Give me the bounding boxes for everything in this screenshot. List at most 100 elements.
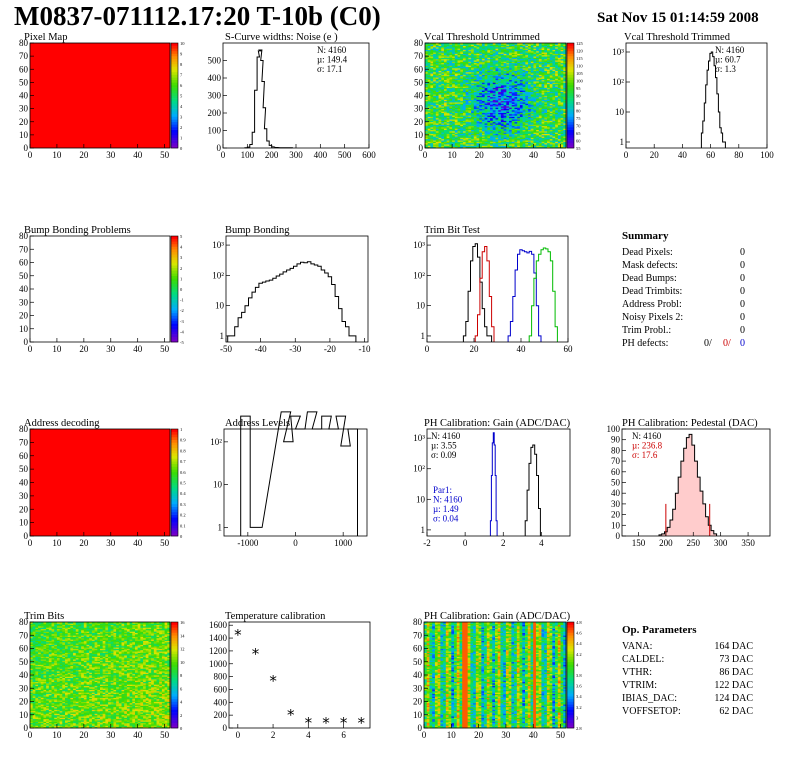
heatmap-cell bbox=[503, 128, 507, 131]
heatmap-cell bbox=[427, 146, 431, 149]
heatmap-cell bbox=[454, 71, 458, 74]
heatmap-cell bbox=[443, 127, 448, 129]
heatmap-cell bbox=[506, 130, 510, 133]
heatmap-cell bbox=[454, 52, 458, 54]
panel-title: Bump Bonding bbox=[225, 225, 290, 236]
heatmap-cell bbox=[465, 125, 469, 128]
heatmap-cell bbox=[503, 124, 507, 127]
heatmap-cell bbox=[443, 141, 448, 144]
heatmap-cell bbox=[460, 92, 464, 95]
heatmap-cell bbox=[471, 91, 475, 94]
heatmap-cell bbox=[435, 116, 439, 119]
heatmap-cell bbox=[446, 69, 450, 71]
heatmap-cell bbox=[514, 71, 518, 74]
x-tick-label: 500 bbox=[338, 150, 352, 160]
heatmap-cell bbox=[457, 134, 461, 137]
heatmap-cell bbox=[509, 109, 513, 112]
heatmap-cell bbox=[487, 103, 491, 106]
heatmap-cell bbox=[487, 44, 491, 47]
heatmap-cell bbox=[425, 69, 429, 71]
heatmap-cell bbox=[490, 142, 494, 145]
heatmap-cell bbox=[511, 109, 515, 112]
heatmap-cell bbox=[435, 46, 439, 49]
heatmap-cell bbox=[495, 57, 499, 60]
heatmap-cell bbox=[481, 83, 486, 86]
heatmap-cell bbox=[430, 49, 434, 52]
heatmap-cell bbox=[460, 116, 464, 119]
palette-step bbox=[171, 111, 178, 115]
heatmap-cell bbox=[435, 134, 439, 137]
palette-step bbox=[171, 286, 178, 290]
heatmap-cell bbox=[449, 73, 453, 75]
heatmap-cell bbox=[462, 112, 467, 115]
heatmap-cell bbox=[479, 133, 483, 136]
heatmap-cell bbox=[425, 119, 429, 121]
heatmap-cell bbox=[506, 75, 510, 78]
heatmap-cell bbox=[446, 108, 450, 111]
y-tick-label: 20 bbox=[414, 117, 424, 127]
heatmap-cell bbox=[517, 85, 521, 87]
heatmap-cell bbox=[441, 91, 445, 94]
heatmap-cell bbox=[473, 113, 477, 116]
heatmap-cell bbox=[506, 141, 510, 144]
palette-tick-label: 1 bbox=[180, 276, 182, 281]
heatmap-cell bbox=[460, 115, 464, 117]
heatmap-cell bbox=[427, 49, 431, 52]
heatmap-cell bbox=[452, 98, 456, 100]
heatmap-cell bbox=[457, 146, 461, 149]
heatmap-cell bbox=[492, 145, 496, 148]
heatmap-cell bbox=[500, 78, 505, 81]
heatmap-cell bbox=[484, 96, 488, 99]
heatmap-cell bbox=[441, 111, 445, 113]
palette-step bbox=[171, 291, 178, 295]
heatmap-cell bbox=[452, 130, 456, 133]
heatmap-cell bbox=[446, 64, 450, 66]
heatmap-cell bbox=[479, 98, 483, 100]
heatmap-cell bbox=[492, 70, 496, 73]
heatmap-cell bbox=[468, 111, 472, 113]
heatmap-cell bbox=[471, 87, 475, 90]
heatmap-cell bbox=[430, 100, 434, 103]
heatmap-cell bbox=[452, 99, 456, 102]
heatmap-cell bbox=[514, 48, 518, 50]
heatmap-cell bbox=[495, 104, 499, 107]
heatmap-cell bbox=[519, 107, 524, 110]
heatmap-cell bbox=[425, 86, 429, 89]
heatmap-cell bbox=[465, 117, 469, 120]
heatmap-cell bbox=[473, 87, 477, 90]
x-tick-label: 30 bbox=[106, 538, 116, 548]
heatmap-cell bbox=[484, 46, 488, 49]
heatmap-cell bbox=[452, 71, 456, 74]
heatmap-cell bbox=[435, 79, 439, 82]
heatmap-cell bbox=[441, 123, 445, 125]
heatmap-cell bbox=[514, 73, 518, 75]
heatmap-cell bbox=[471, 130, 475, 133]
palette-step bbox=[567, 134, 574, 138]
palette-tick-label: 10 bbox=[180, 41, 185, 46]
heatmap-cell bbox=[449, 91, 453, 94]
heatmap-cell bbox=[427, 75, 431, 78]
heatmap-cell bbox=[509, 123, 513, 125]
heatmap-cell bbox=[462, 91, 467, 94]
heatmap-cell bbox=[511, 142, 515, 145]
heatmap-cell bbox=[476, 70, 480, 73]
heatmap-cell bbox=[519, 127, 524, 129]
heatmap-cell bbox=[473, 146, 477, 149]
heatmap-cell bbox=[433, 106, 437, 108]
heatmap-cell bbox=[498, 69, 502, 71]
heatmap-cell bbox=[438, 53, 442, 56]
heatmap-cell bbox=[430, 119, 434, 121]
palette-tick-label: 105 bbox=[576, 71, 584, 76]
heatmap-cell bbox=[441, 77, 445, 79]
heatmap-cell bbox=[465, 46, 469, 49]
palette-step bbox=[171, 56, 178, 60]
heatmap-cell bbox=[479, 57, 483, 60]
heatmap-cell bbox=[517, 95, 521, 98]
y-tick-label: 40 bbox=[611, 488, 621, 498]
heatmap-cell bbox=[446, 133, 450, 136]
heatmap-cell bbox=[427, 134, 431, 137]
palette-step bbox=[171, 100, 178, 104]
heatmap-cell bbox=[441, 69, 445, 71]
